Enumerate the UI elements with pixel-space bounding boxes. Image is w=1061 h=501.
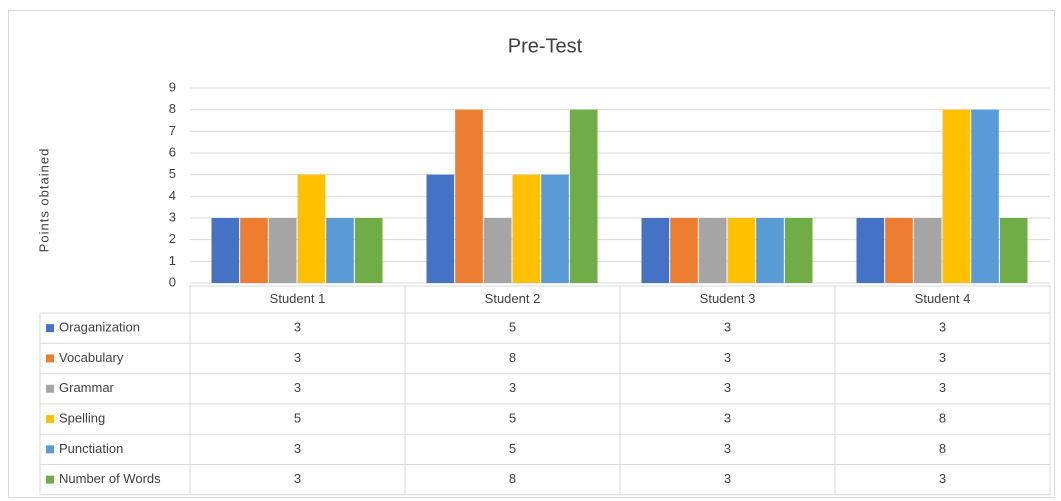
bar [784,218,813,283]
table-cell: 8 [939,410,946,425]
table-cell: 8 [509,471,516,486]
x-tick-label: Student 3 [700,291,756,306]
bar [354,218,383,283]
table-cell: 3 [294,441,301,456]
table-cell: 3 [294,471,301,486]
bar [913,218,942,283]
legend-swatch [46,324,54,333]
y-tick-label: 8 [169,101,176,116]
table-cell: 3 [724,350,731,365]
table-cell: 3 [939,471,946,486]
table-cell: 8 [509,350,516,365]
table-cell: 8 [939,441,946,456]
y-tick-label: 4 [169,188,176,203]
bar [942,109,971,284]
bar [727,218,756,283]
bar [455,109,483,284]
table-cell: 3 [939,380,946,395]
legend-label: Grammar [59,380,115,395]
bar [483,218,512,283]
bar [512,174,541,283]
bar [698,218,727,283]
legend-swatch [46,354,54,363]
y-tick-label: 6 [169,144,176,159]
table-cell: 3 [724,471,731,486]
bar [426,174,455,283]
table-cell: 3 [294,380,301,395]
table-cell: 3 [509,380,516,395]
chart-title: Pre-Test [508,35,583,57]
bar [541,174,569,283]
bar [670,218,698,283]
y-tick-label: 7 [169,123,176,138]
table-cell: 3 [294,320,301,335]
bar [856,218,885,283]
table-cell: 3 [939,320,946,335]
table-cell: 5 [294,410,301,425]
legend-swatch [46,475,54,484]
x-tick-label: Student 4 [915,291,971,306]
table-cell: 3 [724,441,731,456]
legend-swatch [46,415,54,424]
legend-swatch [46,445,54,454]
legend-label: Punctiation [59,441,123,456]
legend-label: Vocabulary [59,350,124,365]
y-tick-label: 3 [169,209,176,224]
x-tick-label: Student 1 [270,291,326,306]
y-tick-label: 9 [169,79,176,94]
bar [885,218,913,283]
table-cell: 3 [724,380,731,395]
legend-label: Spelling [59,410,105,425]
table-cell: 3 [724,320,731,335]
table-cell: 5 [509,441,516,456]
y-tick-label: 0 [169,274,176,289]
table-cell: 5 [509,320,516,335]
table-cell: 3 [294,350,301,365]
bar [641,218,670,283]
bar [297,174,326,283]
bar [569,109,598,284]
y-tick-label: 1 [169,253,176,268]
bar [211,218,240,283]
y-tick-label: 2 [169,231,176,246]
legend-swatch [46,384,54,393]
table-cell: 5 [509,410,516,425]
y-axis-label: Points obtained [36,148,51,253]
x-tick-label: Student 2 [485,291,541,306]
bar [326,218,354,283]
bar [240,218,268,283]
table-cell: 3 [724,410,731,425]
legend-label: Oraganization [59,320,140,335]
bar [756,218,784,283]
table-cell: 3 [939,350,946,365]
bar [999,218,1028,283]
legend-label: Number of Words [59,471,161,486]
y-tick-label: 5 [169,166,176,181]
bar [268,218,297,283]
bar [971,109,999,284]
